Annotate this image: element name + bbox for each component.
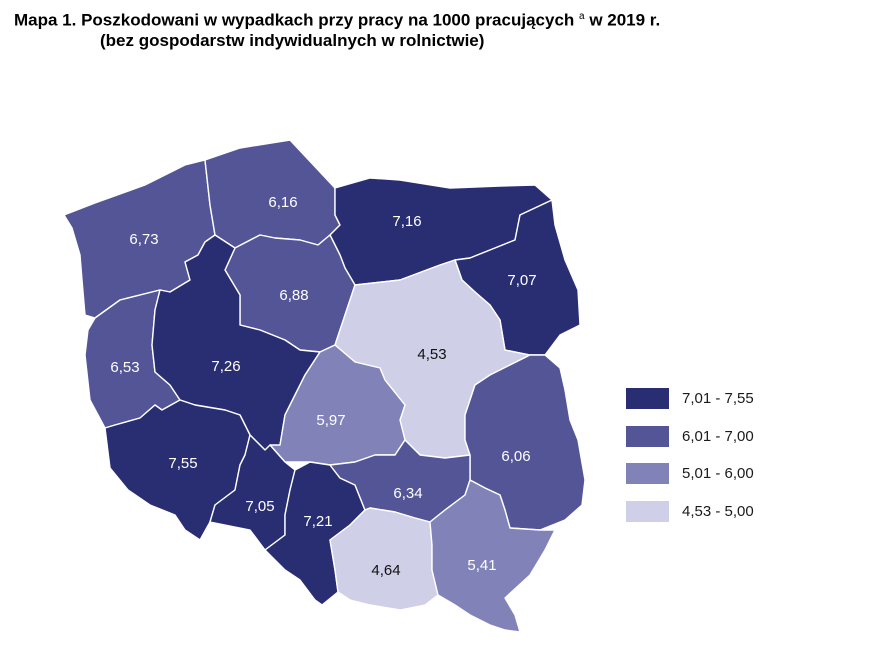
region-value-malopolskie: 4,64 <box>371 562 400 579</box>
legend-swatch-class-2 <box>626 425 669 447</box>
region-value-pomorskie: 6,16 <box>268 194 297 211</box>
map-title: Mapa 1. Poszkodowani w wypadkach przy pr… <box>14 6 660 32</box>
region-podkarpackie[interactable] <box>429 479 556 633</box>
legend-item-class-4: 4,53 - 5,00 <box>626 500 754 539</box>
region-value-mazowieckie: 4,53 <box>417 346 446 363</box>
legend-label-class-4: 4,53 - 5,00 <box>682 502 754 520</box>
legend-label-class-2: 6,01 - 7,00 <box>682 427 754 445</box>
region-value-zachodniopomorskie: 6,73 <box>129 231 158 248</box>
legend-swatch-class-1 <box>626 388 669 409</box>
region-value-slaskie: 7,21 <box>303 513 332 530</box>
legend-label-class-3: 5,01 - 6,00 <box>682 465 754 482</box>
map-subtitle: (bez gospodarstw indywidualnych w rolnic… <box>100 31 485 50</box>
legend-item-class-3: 5,01 - 6,00 <box>626 463 754 501</box>
legend-label-class-1: 7,01 - 7,55 <box>682 390 754 407</box>
legend-item-class-2: 6,01 - 7,00 <box>626 425 754 464</box>
region-value-lodzkie: 5,97 <box>316 412 345 429</box>
region-value-kujawsko-pomorskie: 6,88 <box>279 287 308 304</box>
region-value-dolnoslaskie: 7,55 <box>168 455 197 472</box>
legend-item-class-1: 7,01 - 7,55 <box>626 388 754 426</box>
title-main: Mapa 1. Poszkodowani w wypadkach przy pr… <box>14 10 575 30</box>
region-value-podlaskie: 7,07 <box>507 272 536 289</box>
region-value-lubelskie: 6,06 <box>501 448 530 465</box>
title-year: w 2019 r. <box>589 10 661 30</box>
region-value-lubuskie: 6,53 <box>110 359 139 376</box>
legend-swatch-class-4 <box>626 500 669 522</box>
labels-layer: 6,73 6,16 7,16 7,07 6,88 6,53 7,26 4,53 5,97 6,06… <box>110 194 536 579</box>
region-value-swietokrzyskie: 6,34 <box>393 485 422 502</box>
region-malopolskie[interactable] <box>329 507 439 611</box>
region-value-wielkopolskie: 7,26 <box>211 358 240 375</box>
legend: 7,01 - 7,55 6,01 - 7,00 5,01 - 6,00 4,53… <box>626 388 754 538</box>
region-value-opolskie: 7,05 <box>245 498 274 515</box>
region-value-podkarpackie: 5,41 <box>467 557 496 574</box>
title-footnote-mark: a <box>579 11 585 22</box>
regions-layer <box>63 139 586 633</box>
region-value-warminsko-mazurskie: 7,16 <box>392 213 421 230</box>
legend-swatch-class-3 <box>626 463 669 484</box>
